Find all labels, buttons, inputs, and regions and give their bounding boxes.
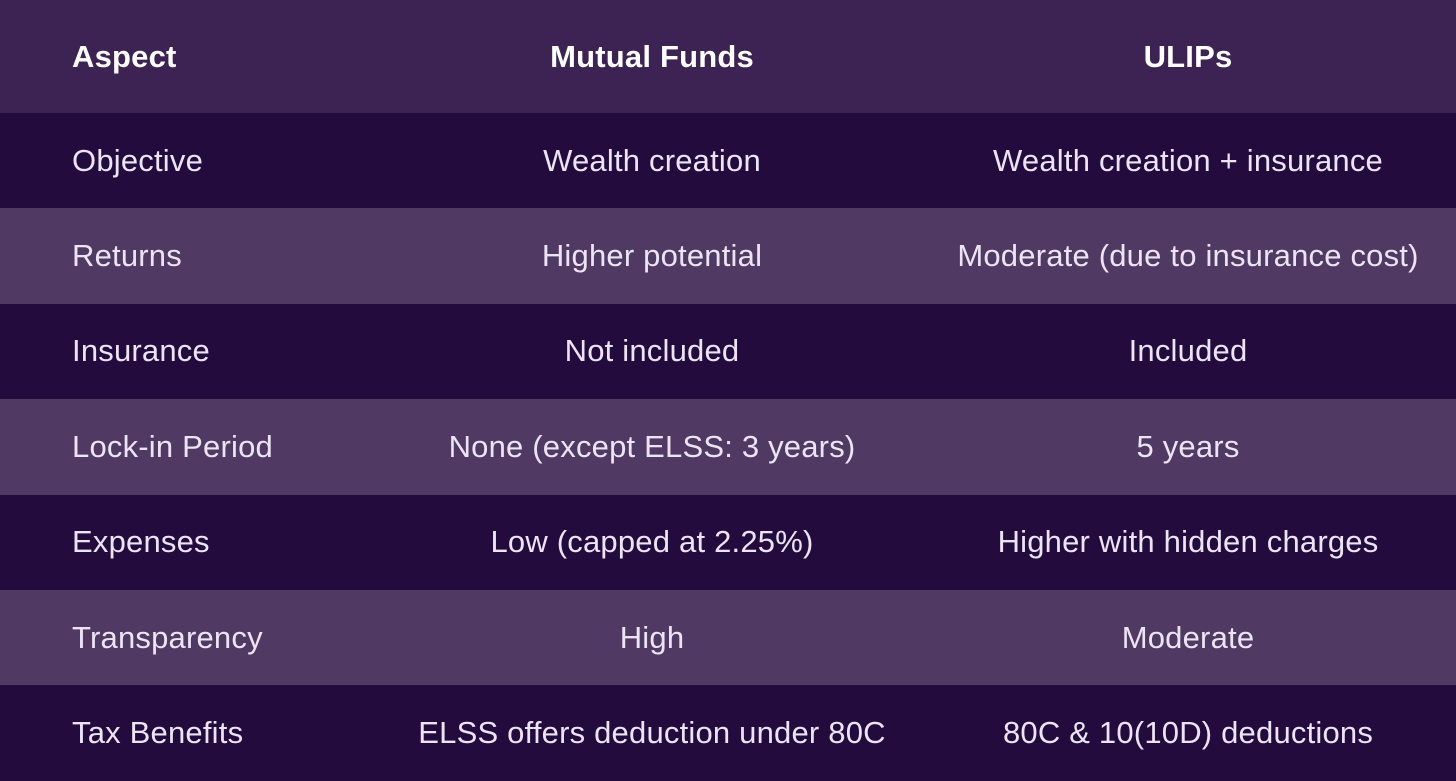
table-cell-ulips: Higher with hidden charges [997, 524, 1379, 560]
table-row: Tax Benefits ELSS offers deduction under… [0, 685, 1456, 781]
table-cell-aspect: Objective [72, 142, 204, 178]
table-cell-aspect: Returns [72, 238, 182, 274]
table-row: Returns Higher potential Moderate (due t… [0, 208, 1456, 304]
table-cell-aspect: Insurance [72, 333, 210, 369]
header-cell-mutual-funds: Mutual Funds [550, 38, 754, 74]
table-cell-aspect: Lock-in Period [72, 428, 273, 464]
table-cell-ulips: 5 years [1136, 428, 1240, 464]
table-cell-aspect: Expenses [72, 524, 210, 560]
table-cell-mutual-funds: Higher potential [541, 238, 763, 274]
table-cell-mutual-funds: Low (capped at 2.25%) [490, 524, 814, 560]
table-cell-ulips: Moderate (due to insurance cost) [957, 238, 1419, 274]
table-row: Lock-in Period None (except ELSS: 3 year… [0, 399, 1456, 495]
table-cell-ulips: Moderate [1121, 619, 1255, 655]
table-cell-aspect: Transparency [72, 619, 263, 655]
table-cell-mutual-funds: Wealth creation [543, 142, 761, 178]
table-header-row: Aspect Mutual Funds ULIPs [0, 0, 1456, 113]
table-row: Transparency High Moderate [0, 589, 1456, 686]
table-row: Insurance Not included Included [0, 303, 1456, 400]
table-cell-mutual-funds: Not included [564, 333, 740, 369]
table-row: Expenses Low (capped at 2.25%) Higher wi… [0, 494, 1456, 590]
table-cell-mutual-funds: High [619, 619, 685, 655]
table-cell-mutual-funds: ELSS offers deduction under 80C [418, 715, 886, 751]
table-cell-ulips: 80C & 10(10D) deductions [1002, 715, 1374, 751]
header-cell-aspect: Aspect [72, 38, 177, 74]
header-cell-ulips: ULIPs [1143, 38, 1233, 74]
table-row: Objective Wealth creation Wealth creatio… [0, 113, 1456, 209]
table-cell-aspect: Tax Benefits [72, 715, 244, 751]
table-cell-mutual-funds: None (except ELSS: 3 years) [448, 428, 856, 464]
table-cell-ulips: Included [1128, 333, 1248, 369]
table-cell-ulips: Wealth creation + insurance [993, 142, 1383, 178]
